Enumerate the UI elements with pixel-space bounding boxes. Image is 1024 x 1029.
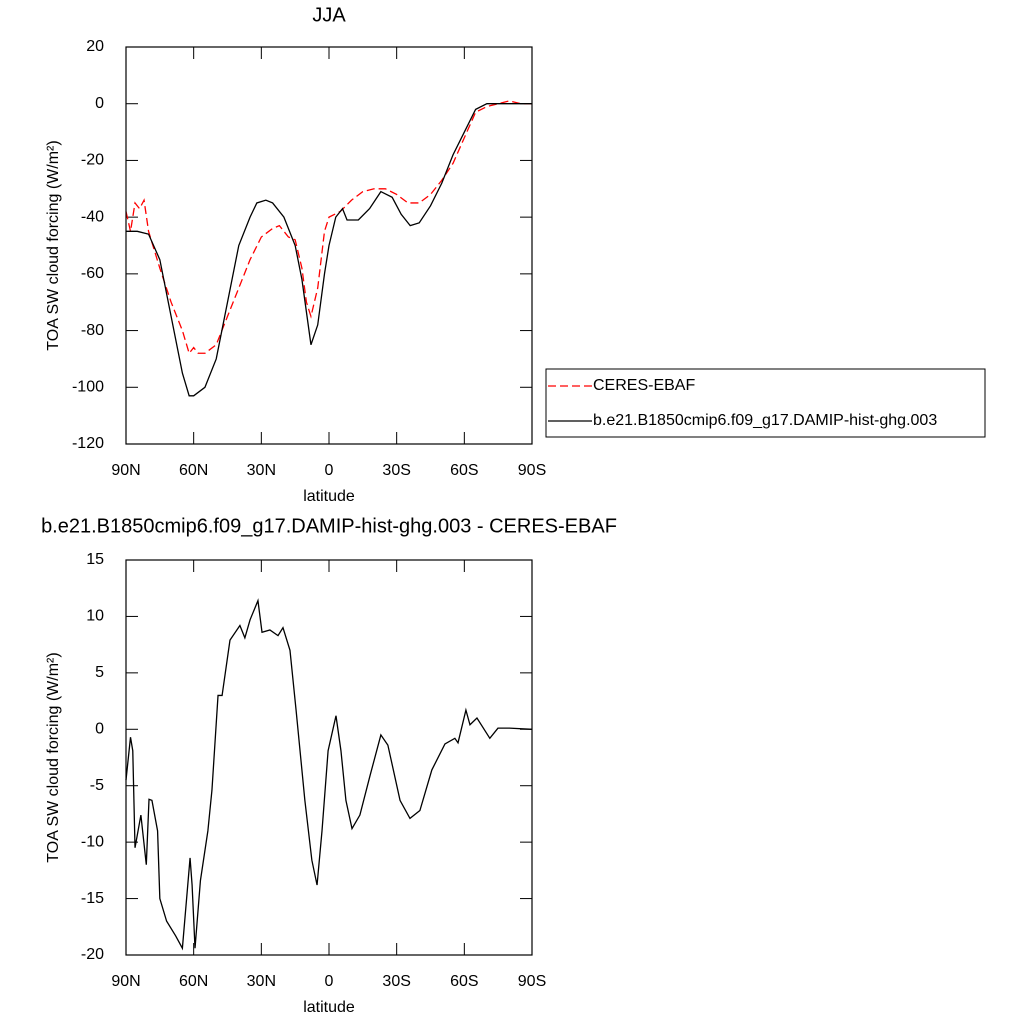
data-line bbox=[126, 103, 532, 397]
y-tick-label: -15 bbox=[81, 890, 104, 907]
y-tick-label: 0 bbox=[95, 95, 104, 112]
plot-frame bbox=[125, 46, 533, 445]
x-tick-label: 60N bbox=[179, 973, 208, 990]
y-tick-label: 10 bbox=[86, 608, 104, 625]
legend-label: b.e21.B1850cmip6.f09_g17.DAMIP-hist-ghg.… bbox=[593, 412, 937, 429]
y-tick-label: 15 bbox=[86, 551, 104, 568]
y-tick-label: -100 bbox=[72, 379, 104, 396]
legend-box bbox=[545, 368, 986, 438]
y-tick-label: -20 bbox=[81, 946, 104, 963]
x-tick-label: 90N bbox=[111, 973, 140, 990]
y-tick-label: -60 bbox=[81, 265, 104, 282]
y-axis-label: TOA SW cloud forcing (W/m²) bbox=[45, 140, 62, 350]
x-tick-label: 30S bbox=[382, 973, 410, 990]
x-tick-label: 90N bbox=[111, 462, 140, 479]
x-tick-label: 30S bbox=[382, 462, 410, 479]
x-tick-label: 60N bbox=[179, 462, 208, 479]
y-tick-label: 20 bbox=[86, 38, 104, 55]
y-tick-label: -80 bbox=[81, 322, 104, 339]
x-axis-label: latitude bbox=[303, 999, 355, 1016]
y-tick-label: -20 bbox=[81, 152, 104, 169]
y-tick-label: 0 bbox=[95, 721, 104, 738]
x-axis-label: latitude bbox=[303, 488, 355, 505]
y-tick-label: -10 bbox=[81, 833, 104, 850]
y-tick-label: -40 bbox=[81, 208, 104, 225]
x-tick-label: 60S bbox=[450, 973, 478, 990]
x-tick-label: 30N bbox=[247, 973, 276, 990]
data-line bbox=[125, 100, 532, 355]
x-tick-label: 90S bbox=[518, 973, 546, 990]
y-tick-label: -5 bbox=[90, 777, 104, 794]
x-tick-label: 0 bbox=[325, 462, 334, 479]
legend-label: CERES-EBAF bbox=[593, 377, 695, 394]
x-tick-label: 90S bbox=[518, 462, 546, 479]
data-line bbox=[125, 598, 533, 951]
y-tick-label: -120 bbox=[72, 435, 104, 452]
plot-frame bbox=[125, 559, 533, 956]
y-axis-label: TOA SW cloud forcing (W/m²) bbox=[45, 652, 62, 862]
x-tick-label: 0 bbox=[325, 973, 334, 990]
y-tick-label: 5 bbox=[95, 664, 104, 681]
x-tick-label: 60S bbox=[450, 462, 478, 479]
chart-title: JJA bbox=[312, 4, 346, 26]
x-tick-label: 30N bbox=[247, 462, 276, 479]
chart-title: b.e21.B1850cmip6.f09_g17.DAMIP-hist-ghg.… bbox=[41, 515, 617, 537]
